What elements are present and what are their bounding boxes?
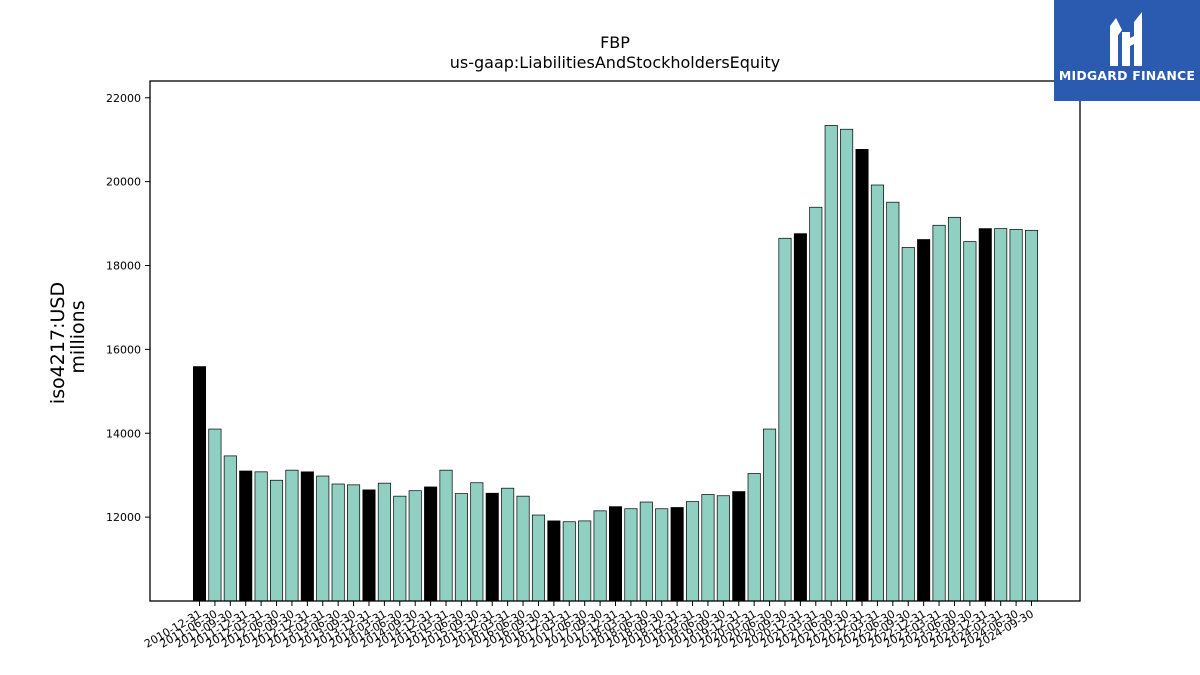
bar-2020-09-30 (778, 237, 792, 602)
y-axis-label-units: millions (67, 300, 89, 373)
bar-2018-03-31 (624, 508, 638, 602)
bar-2018-12-31 (670, 507, 684, 602)
bar-2016-03-31 (501, 487, 515, 602)
bar-2018-06-30 (639, 501, 653, 602)
y-tick-label: 16000 (106, 343, 141, 356)
logo-mark-icon (1110, 12, 1142, 66)
bar-2017-12-31 (608, 506, 623, 602)
bar-2014-12-31 (424, 486, 438, 602)
bar-2016-06-30 (516, 495, 530, 602)
bar-2014-03-31 (377, 482, 391, 602)
bar-2021-03-31 (809, 206, 823, 602)
y-tick-label: 14000 (106, 427, 141, 440)
bar-2016-09-30 (531, 514, 545, 602)
bar-2023-09-30 (963, 241, 977, 602)
bar-2019-06-30 (701, 494, 715, 602)
y-tick-label: 20000 (106, 176, 141, 189)
bar-2012-03-31 (254, 471, 268, 602)
bars-group (192, 125, 1039, 602)
bar-2019-09-30 (716, 495, 730, 602)
bar-2017-09-30 (593, 510, 607, 602)
bar-2012-09-30 (285, 469, 299, 602)
bar-2011-06-30 (208, 428, 222, 602)
bar-2013-12-31 (362, 489, 376, 602)
bar-2014-09-30 (408, 490, 422, 602)
bar-2024-09-30 (1024, 229, 1039, 602)
logo-text: MIDGARD FINANCE (1058, 68, 1196, 83)
bar-2021-09-30 (840, 128, 854, 602)
y-axis: 12000 14000 16000 18000 20000 22000 (106, 92, 150, 524)
bar-2011-12-31 (239, 470, 253, 602)
bar-2013-03-31 (316, 475, 330, 602)
chart-title: FBP (600, 33, 630, 52)
bar-2022-03-31 (870, 184, 884, 602)
bar-2013-06-30 (331, 483, 345, 602)
y-tick-label: 12000 (106, 511, 141, 524)
bar-2020-03-31 (747, 473, 761, 602)
bar-2017-03-31 (562, 521, 576, 602)
brand-logo: MIDGARD FINANCE (1054, 0, 1200, 101)
plot-frame (149, 80, 1081, 602)
bar-2023-03-31 (932, 224, 946, 602)
bar-2024-03-31 (994, 228, 1008, 602)
bar-2021-06-30 (824, 125, 838, 602)
x-axis: 2010-12-312011-06-302011-09-302011-12-31… (142, 601, 1036, 651)
bar-2022-06-30 (886, 201, 900, 602)
bar-2021-12-31 (855, 149, 869, 602)
bar-2018-09-30 (655, 508, 669, 602)
bar-2016-12-31 (547, 520, 561, 602)
bar-2015-03-31 (439, 469, 453, 602)
chart-subtitle: us-gaap:LiabilitiesAndStockholdersEquity (450, 53, 781, 72)
bar-2019-12-31 (732, 491, 746, 602)
bar-2024-06-30 (1009, 229, 1023, 602)
bar-2017-06-30 (578, 520, 592, 602)
y-tick-label: 18000 (106, 260, 141, 273)
bar-2023-06-30 (947, 216, 961, 602)
bar-2015-06-30 (454, 493, 468, 602)
bar-2020-06-30 (763, 428, 777, 602)
bar-2020-12-31 (793, 233, 807, 602)
bar-2012-06-30 (270, 479, 284, 602)
bar-2022-12-31 (917, 239, 931, 602)
bar-2019-03-31 (686, 501, 700, 602)
bar-2015-12-31 (485, 492, 499, 602)
bar-2014-06-30 (393, 495, 407, 602)
bar-2013-09-30 (347, 484, 361, 602)
bar-2015-09-30 (470, 482, 484, 602)
bar-2023-12-31 (978, 228, 992, 602)
bar-2022-09-30 (901, 247, 915, 602)
y-tick-label: 22000 (106, 92, 141, 105)
y-axis-label: iso4217:USD (47, 282, 69, 404)
bar-2012-12-31 (300, 471, 314, 602)
bar-2010-12-31 (192, 366, 207, 602)
bar-2011-09-30 (223, 455, 237, 602)
